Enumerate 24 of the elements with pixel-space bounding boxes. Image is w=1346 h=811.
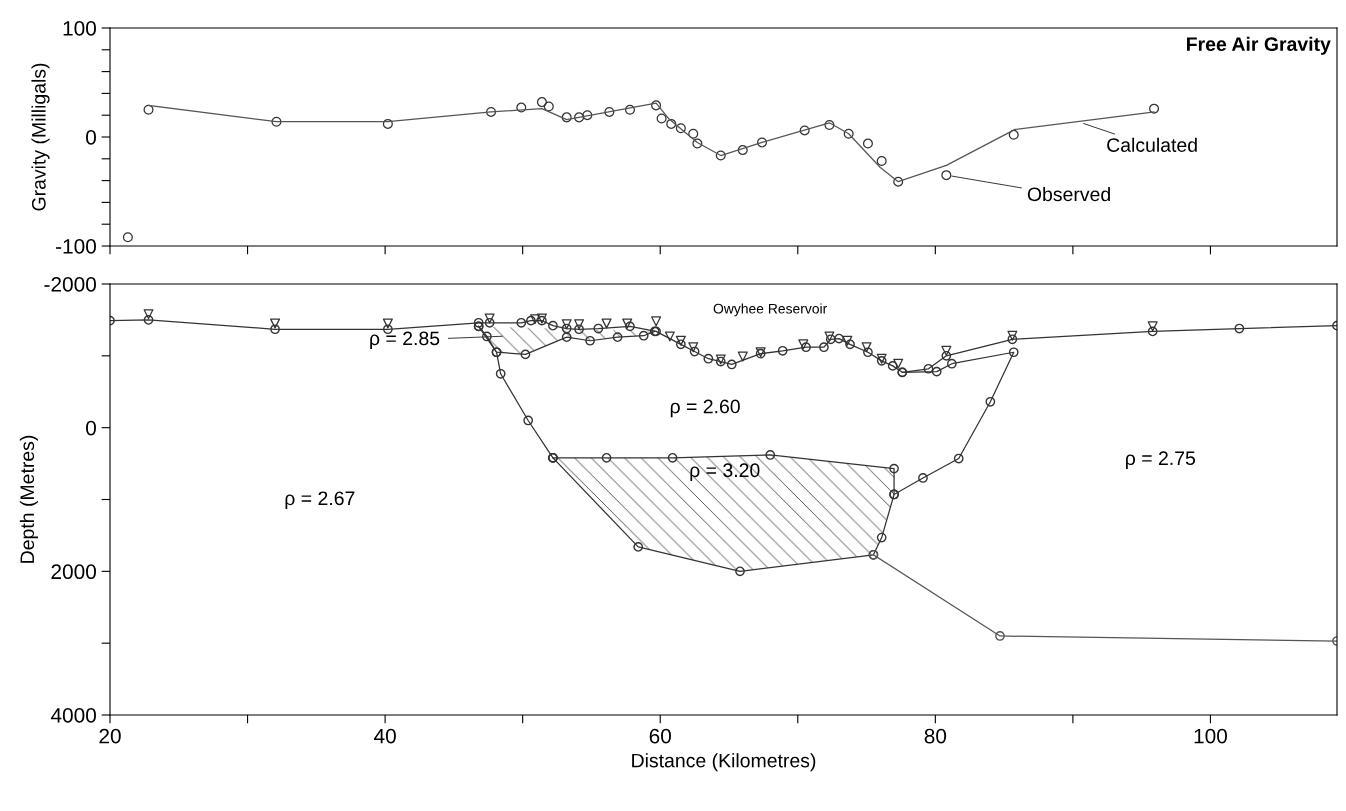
- y-tick-label: -2000: [44, 277, 96, 292]
- y-tick-label: 0: [86, 420, 96, 436]
- x-tick-label: 80: [924, 728, 947, 744]
- annotation: ρ = 2.85: [370, 331, 440, 350]
- x-axis-title: Distance (Kilometres): [632, 753, 816, 772]
- annotation: ρ = 2.67: [285, 491, 355, 509]
- y-axis-title: Depth (Metres): [19, 435, 38, 563]
- y-tick-label: 2000: [51, 564, 96, 580]
- annotation: ρ = 3.20: [690, 463, 760, 481]
- annotation: ρ = 2.60: [670, 399, 740, 418]
- y-tick-label: 100: [63, 21, 96, 36]
- chart-title: Free Air Gravity: [1187, 36, 1331, 55]
- annotation: ρ = 2.75: [1126, 451, 1196, 469]
- annotation: Calculated: [1107, 137, 1197, 152]
- y-tick-label: 4000: [50, 708, 96, 723]
- x-tick-label: 40: [374, 728, 396, 744]
- y-tick-label: -100: [56, 239, 96, 254]
- y-axis-title: Gravity (Milligals): [31, 63, 50, 211]
- annotation: Observed: [1027, 186, 1110, 202]
- annotation: Owyhee Reservoir: [713, 303, 828, 317]
- x-tick-label: 60: [649, 728, 671, 744]
- y-tick-label: 0: [86, 130, 96, 145]
- x-tick-label: 100: [1194, 728, 1228, 744]
- x-tick-label: 20: [99, 728, 121, 744]
